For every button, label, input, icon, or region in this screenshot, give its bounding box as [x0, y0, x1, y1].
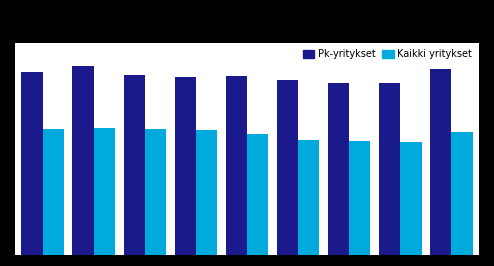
Bar: [328, 82, 349, 255]
Bar: [379, 84, 400, 255]
Bar: [451, 132, 473, 255]
Bar: [247, 134, 268, 255]
Bar: [21, 72, 43, 255]
Bar: [400, 142, 421, 255]
Bar: [94, 128, 115, 255]
Bar: [226, 76, 247, 255]
Bar: [277, 80, 298, 255]
Bar: [145, 128, 166, 255]
Bar: [174, 77, 196, 255]
Bar: [196, 130, 217, 255]
Legend: Pk-yritykset, Kaikki yritykset: Pk-yritykset, Kaikki yritykset: [301, 47, 474, 61]
Bar: [298, 140, 320, 255]
Bar: [43, 129, 64, 255]
Bar: [73, 66, 94, 255]
Bar: [349, 141, 370, 255]
Bar: [430, 69, 451, 255]
Bar: [124, 75, 145, 255]
